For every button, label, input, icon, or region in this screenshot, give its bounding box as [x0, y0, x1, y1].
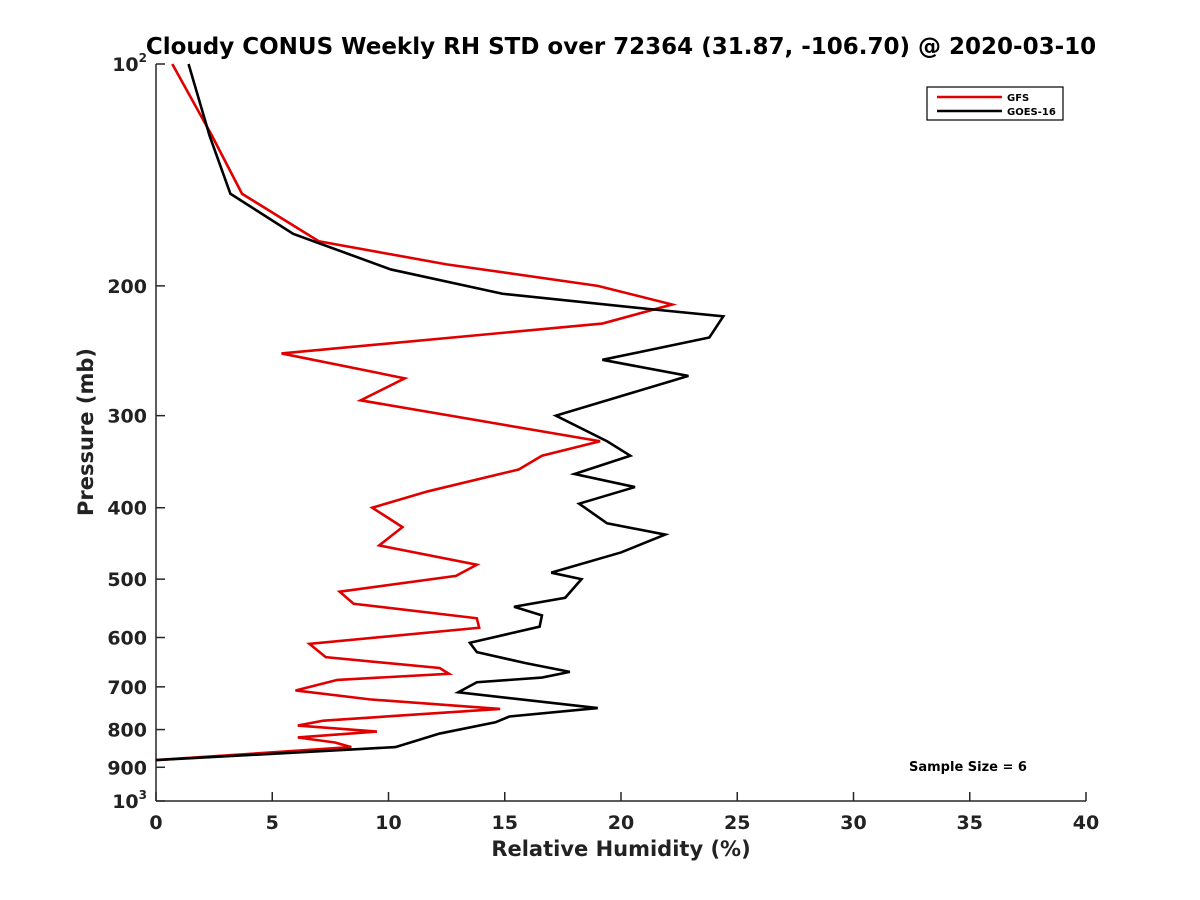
y-tick-label: 300 [107, 406, 147, 428]
y-tick-exponent: 3 [139, 788, 147, 802]
series-line-gfs [155, 63, 678, 762]
series-line-goes-16 [155, 63, 726, 762]
x-tick-label: 35 [957, 812, 983, 834]
legend-box [926, 86, 1064, 121]
y-tick-label: 900 [107, 757, 147, 779]
y-tick-label: 102 [112, 51, 147, 76]
y-tick-label: 800 [107, 720, 147, 742]
y-tick-label: 600 [107, 627, 147, 649]
legend: GFS GOES-16 [926, 86, 1064, 121]
series-group [155, 63, 726, 762]
x-axis-label: Relative Humidity (%) [491, 837, 750, 861]
y-tick-label: 200 [107, 276, 147, 298]
legend-label-goes-16: GOES-16 [1007, 107, 1056, 118]
x-tick-label: 30 [840, 812, 866, 834]
sample-size-annotation: Sample Size = 6 [909, 760, 1027, 775]
y-tick-base: 10 [112, 791, 138, 813]
y-tick-label: 500 [107, 569, 147, 591]
legend-label-gfs: GFS [1007, 93, 1029, 104]
x-tick-label: 15 [492, 812, 518, 834]
y-tick-label: 103 [112, 788, 147, 813]
y-tick-base: 10 [112, 54, 138, 76]
x-tick-label: 10 [375, 812, 401, 834]
x-tick-label: 0 [149, 812, 162, 834]
x-tick-label: 20 [608, 812, 634, 834]
y-tick-label: 700 [107, 677, 147, 699]
y-tick-exponent: 2 [139, 51, 147, 65]
x-axis: 0 5 10 15 20 25 30 35 40 [149, 792, 1099, 834]
y-axis-label: Pressure (mb) [74, 348, 98, 516]
x-tick-label: 25 [724, 812, 750, 834]
x-tick-label: 5 [266, 812, 279, 834]
chart-title: Cloudy CONUS Weekly RH STD over 72364 (3… [146, 34, 1096, 60]
x-tick-label: 40 [1073, 812, 1099, 834]
y-tick-label: 400 [107, 498, 147, 520]
